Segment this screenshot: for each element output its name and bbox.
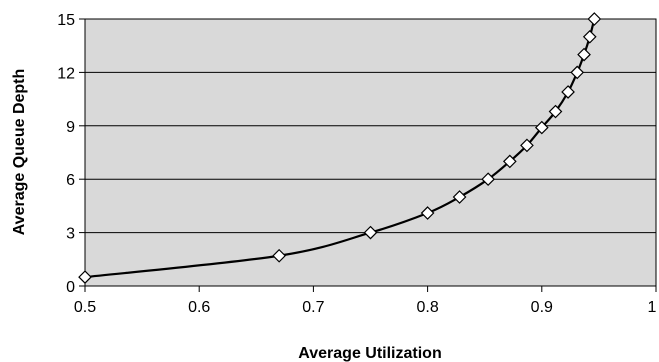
data-point-13 [582, 29, 597, 44]
x-axis-title: Average Utilization [298, 345, 441, 362]
y-axis-title: Average Queue Depth [11, 69, 28, 236]
y-tick-label-0: 0 [66, 279, 75, 296]
data-point-10 [561, 85, 575, 99]
x-tick-label-5: 1 [648, 299, 657, 316]
data-point-4 [452, 190, 467, 204]
x-tick-label-1: 0.6 [188, 299, 210, 316]
plot-area-border [84, 18, 657, 287]
x-tick-label-2: 0.7 [302, 299, 324, 316]
y-tick-labels: 0 3 6 9 12 15 [57, 12, 75, 296]
y-tick-label-1: 3 [66, 226, 75, 243]
y-tick-label-3: 9 [66, 119, 75, 136]
plot-area-background [85, 19, 656, 286]
data-point-0 [78, 270, 92, 284]
y-tick-label-2: 6 [66, 172, 75, 189]
data-point-14 [587, 12, 602, 26]
data-point-1 [272, 248, 286, 263]
data-markers [78, 12, 602, 284]
data-point-12 [577, 47, 591, 62]
data-point-8 [534, 120, 549, 135]
data-point-6 [502, 154, 517, 169]
data-point-3 [420, 206, 435, 220]
data-point-11 [570, 65, 585, 80]
data-point-7 [520, 138, 534, 153]
y-tick-label-4: 12 [57, 65, 75, 82]
x-tick-labels: 0.5 0.6 0.7 0.8 0.9 1 [74, 299, 657, 316]
y-tick-label-5: 15 [57, 12, 75, 29]
x-tick-label-0: 0.5 [74, 299, 96, 316]
data-point-9 [548, 104, 563, 119]
series-line [84, 18, 596, 279]
data-point-2 [363, 225, 378, 240]
x-tick-label-4: 0.9 [531, 299, 553, 316]
x-tick-label-3: 0.8 [416, 299, 438, 316]
axes [79, 18, 657, 292]
data-point-5 [481, 172, 495, 187]
